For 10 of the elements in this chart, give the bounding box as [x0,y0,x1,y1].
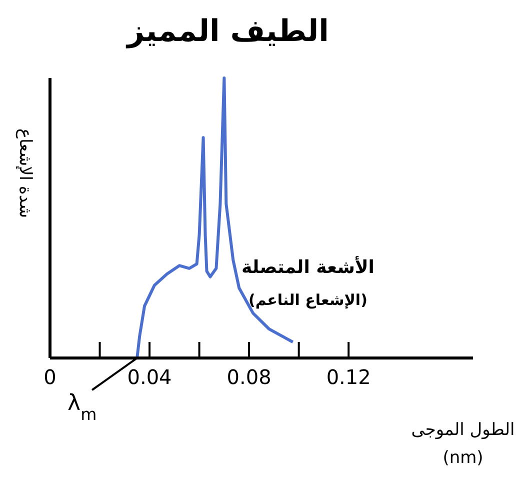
y-axis-title: شدة الإشعاع [14,128,35,218]
annotation: الأشعة المتصلة [242,256,374,278]
x-tick-label: 0.12 [326,365,371,389]
chart-title: الطيف المميز [124,14,330,49]
annotation: (الإشعاع الناعم) [248,291,368,309]
x-tick-label: 0 [44,365,56,389]
x-tick-label: 0.08 [226,365,272,389]
x-tick-label: 0.04 [127,365,172,389]
annotation: λ$_{m}$ [68,391,97,424]
x-axis-title: الطول الموجى (nm) [410,419,516,470]
